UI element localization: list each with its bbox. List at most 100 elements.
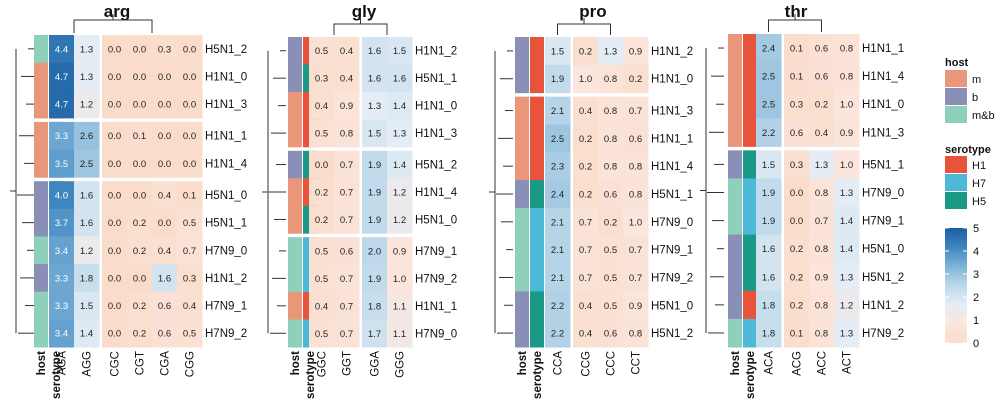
cell-value-label: 0.0 — [183, 72, 196, 83]
row-label: H7N9_0 — [415, 328, 457, 340]
cell-value-label: 0.5 — [315, 274, 328, 285]
cell-value-label: 1.5 — [80, 301, 93, 312]
host-annotation-cell — [728, 318, 742, 348]
heatmap-cell — [545, 37, 571, 66]
host-legend-swatch — [945, 70, 967, 87]
host-legend-swatch — [945, 88, 967, 105]
dendrogram-branch — [768, 19, 822, 32]
cell-value-label: 1.2 — [80, 246, 93, 257]
row-label: H7N9_0 — [205, 245, 247, 257]
heatmap-cell — [309, 205, 335, 234]
heatmap-cell — [127, 291, 153, 320]
cell-value-label: 0.2 — [629, 74, 642, 85]
heatmap-cell — [573, 124, 599, 153]
cell-value-label: 0.3 — [790, 160, 803, 171]
cell-value-label: 1.8 — [368, 301, 381, 312]
row-label: H1N1_0 — [651, 74, 693, 86]
cell-value-label: 1.8 — [762, 328, 775, 339]
row-label: H1N1_4 — [205, 158, 248, 170]
serotype-annotation-cell — [743, 90, 757, 119]
host-annotation-cell — [34, 236, 48, 265]
host-annotation-cell — [728, 90, 742, 119]
heatmap-cell — [756, 178, 782, 208]
dendrogram-branch — [557, 23, 611, 35]
cell-value-label: 0.3 — [183, 273, 196, 284]
heatmap-cell — [127, 181, 153, 210]
cell-value-label: 4.7 — [55, 72, 68, 83]
cell-value-label: 1.2 — [80, 100, 93, 111]
cell-value-label: 0.0 — [790, 216, 803, 227]
heatmap-cell — [834, 262, 860, 292]
cell-value-label: 0.5 — [315, 329, 328, 340]
heatmap-cell — [598, 96, 624, 125]
cell-value-label: 0.7 — [340, 301, 353, 312]
host-axis-label: host — [730, 351, 742, 375]
heatmap-cell — [387, 91, 413, 120]
heatmap-cell — [545, 319, 571, 348]
serotype-annotation-cell — [530, 291, 544, 320]
cell-value-label: 1.8 — [762, 300, 775, 311]
cell-value-label: 0.8 — [604, 106, 617, 117]
heatmap-cell — [49, 35, 75, 64]
heatmap-cell — [334, 292, 360, 321]
host-annotation-cell — [288, 64, 302, 93]
heatmap-cell — [545, 180, 571, 209]
cell-value-label: 0.2 — [579, 134, 592, 145]
heatmap-cell — [834, 318, 860, 348]
cell-value-label: 0.8 — [629, 329, 642, 340]
cell-value-label: 0.0 — [108, 246, 121, 257]
heatmap-cell — [362, 37, 388, 65]
cell-value-label: 0.0 — [108, 218, 121, 229]
cell-value-label: 0.0 — [133, 44, 146, 55]
cell-value-label: 0.7 — [629, 273, 642, 284]
cell-value-label: 0.6 — [629, 134, 642, 145]
heatmap-cell — [784, 34, 810, 63]
cell-value-label: 0.0 — [158, 159, 171, 170]
heatmap-cell — [334, 205, 360, 234]
cell-value-label: 0.0 — [108, 72, 121, 83]
heatmap-cell — [809, 90, 835, 119]
heatmap-cell — [152, 35, 178, 64]
cell-value-label: 0.0 — [108, 329, 121, 340]
heatmap-cell — [49, 121, 75, 151]
cell-value-label: 0.2 — [133, 218, 146, 229]
heatmap-cell — [623, 207, 649, 237]
heatmap-cell — [362, 264, 388, 293]
cell-value-label: 0.0 — [108, 131, 121, 142]
cell-value-label: 0.0 — [790, 188, 803, 199]
row-label: H5N1_2 — [205, 44, 247, 56]
row-label: H1N1_3 — [651, 106, 693, 118]
heatmap-panel-pro: pro 1.5 0.2 1.3 0.9 H1N1_2 1.9 1.0 0.8 0.2 H1N1_0 2… — [489, 2, 694, 399]
host-annotation-cell — [728, 262, 742, 292]
heatmap-cell — [362, 237, 388, 266]
heatmap-cell — [809, 318, 835, 348]
heatmap-cell — [809, 178, 835, 208]
heatmap-cell — [756, 90, 782, 119]
cell-value-label: 0.5 — [604, 273, 617, 284]
cell-value-label: 0.2 — [579, 190, 592, 201]
cell-value-label: 2.1 — [551, 273, 564, 284]
heatmap-cell — [74, 121, 100, 151]
heatmap-cell — [387, 178, 413, 207]
cell-value-label: 1.3 — [604, 46, 617, 57]
host-legend-title: host — [945, 57, 969, 69]
cell-value-label: 2.5 — [762, 72, 775, 83]
heatmap-cell — [74, 208, 100, 237]
serotype-axis-label: serotype — [51, 351, 63, 399]
heatmap-cell — [756, 234, 782, 264]
heatmap-cell — [387, 150, 413, 179]
cell-value-label: 0.0 — [108, 301, 121, 312]
heatmap-cell — [809, 206, 835, 236]
heatmap-cell — [598, 37, 624, 66]
host-annotation-cell — [288, 91, 302, 120]
heatmap-cell — [756, 290, 782, 320]
serotype-annotation-cell — [743, 178, 757, 208]
row-label: H5N1_0 — [415, 214, 457, 226]
serotype-annotation-cell — [743, 206, 757, 236]
heatmap-cell — [362, 205, 388, 234]
cell-value-label: 2.2 — [762, 128, 775, 139]
cell-value-label: 3.3 — [55, 273, 68, 284]
cell-value-label: 1.2 — [393, 215, 406, 226]
serotype-legend-swatch — [945, 174, 967, 191]
